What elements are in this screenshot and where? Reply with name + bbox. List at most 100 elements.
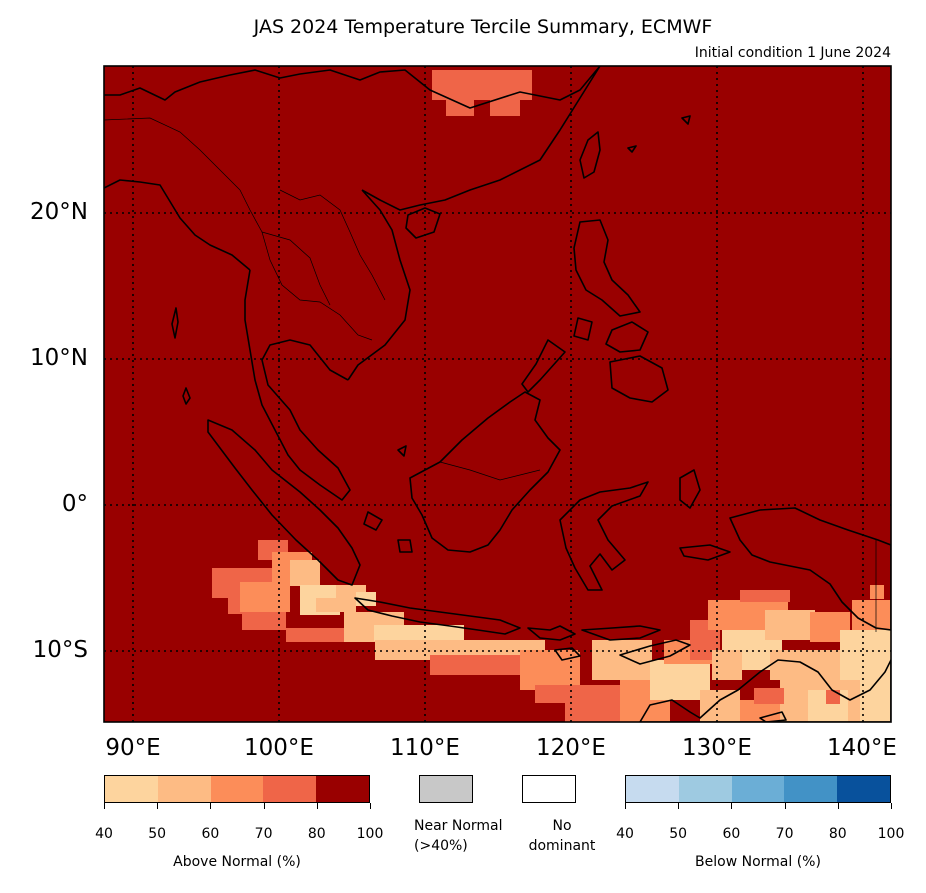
probability-tile <box>826 690 840 704</box>
above-normal-colorbar <box>104 775 370 803</box>
below-normal-tick-label: 50 <box>669 826 688 842</box>
lon-label-130e: 130°E <box>682 735 752 761</box>
above-normal-segment <box>157 776 211 802</box>
lon-label-90e: 90°E <box>105 735 161 761</box>
no-dominant-label: No dominant <box>514 816 610 856</box>
below-normal-tick-label: 100 <box>877 826 905 842</box>
probability-tile <box>700 690 740 722</box>
near-normal-label-line1: Near Normal <box>414 818 503 834</box>
coast-halmahera <box>679 469 701 509</box>
probability-tile <box>374 625 464 641</box>
coast-java <box>354 597 521 635</box>
coast-belitung <box>397 539 413 553</box>
below-normal-tick-mark <box>625 803 626 809</box>
coast-timor <box>619 639 691 665</box>
coast-lesser-sunda <box>527 625 576 641</box>
coast-mindanao <box>609 355 669 403</box>
above-normal-tick-mark <box>370 803 371 809</box>
coast-bangka <box>363 511 383 531</box>
probability-tile <box>242 612 286 630</box>
coast-taiwan <box>579 131 601 179</box>
coast-luzon <box>573 219 641 317</box>
probability-tile <box>740 700 780 722</box>
above-normal-tick-mark <box>157 803 159 809</box>
above-normal-tick-label: 60 <box>201 826 220 842</box>
coast-flores <box>581 625 661 641</box>
probability-tile <box>740 590 790 602</box>
no-dominant-label-line2: dominant <box>528 838 596 854</box>
probability-tile <box>240 582 290 612</box>
lon-label-100e: 100°E <box>244 735 314 761</box>
below-normal-segment <box>784 776 838 802</box>
above-normal-tick-mark <box>263 803 265 809</box>
map-title: JAS 2024 Temperature Tercile Summary, EC… <box>253 16 713 38</box>
below-normal-tick-mark <box>731 803 733 809</box>
probability-tile <box>754 688 784 704</box>
lat-label-20n: 20°N <box>30 199 88 225</box>
coast-new-guinea <box>729 507 891 631</box>
below-normal-segment <box>626 776 679 802</box>
below-normal-colorbar <box>625 775 891 803</box>
below-normal-tick-mark <box>891 803 892 809</box>
coast-natuna <box>397 445 407 457</box>
above-normal-segment <box>210 776 264 802</box>
below-normal-segment <box>731 776 785 802</box>
above-normal-tick-label: 50 <box>148 826 167 842</box>
near-normal-label: Near Normal (>40%) <box>414 816 530 856</box>
lat-label-equator: 0° <box>61 491 88 517</box>
map-frame <box>103 65 892 723</box>
coast-seram <box>679 544 731 561</box>
near-normal-swatch <box>419 775 473 803</box>
coast-mindoro <box>573 317 593 341</box>
below-normal-tick-label: 40 <box>616 826 634 842</box>
coast-andaman <box>171 307 179 339</box>
coast-sulawesi <box>559 481 649 591</box>
above-normal-segment <box>316 776 369 802</box>
above-normal-tick-mark <box>104 803 105 809</box>
above-normal-tick-label: 80 <box>307 826 326 842</box>
coast-mainland <box>104 66 601 501</box>
probability-tile <box>446 98 474 116</box>
below-normal-tick-label: 70 <box>775 826 794 842</box>
below-normal-tick-label: 60 <box>722 826 741 842</box>
near-normal-label-line2: (>40%) <box>414 838 468 854</box>
probability-tile <box>290 560 320 586</box>
country-borders <box>104 117 877 632</box>
coast-borneo <box>409 391 561 553</box>
above-normal-tick-mark <box>210 803 212 809</box>
probability-tile <box>316 598 356 612</box>
graticule <box>104 66 891 722</box>
above-normal-label: Above Normal (%) <box>173 854 301 870</box>
coast-hainan <box>405 207 441 239</box>
below-normal-tick-mark <box>784 803 786 809</box>
below-normal-tick-label: 80 <box>828 826 847 842</box>
probability-tile <box>286 628 346 642</box>
lon-label-120e: 120°E <box>536 735 606 761</box>
below-normal-tick-mark <box>837 803 839 809</box>
above-normal-tick-mark <box>316 803 318 809</box>
initial-condition-subtitle: Initial condition 1 June 2024 <box>694 45 891 61</box>
coast-palawan <box>521 339 566 393</box>
probability-tile <box>592 640 652 680</box>
above-normal-segment <box>105 776 158 802</box>
above-normal-tick-label: 70 <box>254 826 273 842</box>
probability-tile <box>765 610 815 640</box>
coastlines <box>104 66 891 722</box>
no-dominant-swatch <box>522 775 576 803</box>
below-normal-tick-mark <box>678 803 680 809</box>
probability-tile <box>870 585 884 599</box>
no-dominant-label-line1: No <box>552 818 572 834</box>
probability-tile <box>490 98 520 116</box>
probability-tile <box>520 650 580 690</box>
coast-sumba <box>554 647 581 661</box>
lon-label-140e: 140°E <box>827 735 897 761</box>
below-normal-label: Below Normal (%) <box>695 854 821 870</box>
coast-ryukyu <box>627 115 691 153</box>
above-normal-tick-label: 40 <box>95 826 113 842</box>
lat-label-10s: 10°S <box>32 637 88 663</box>
coast-sumatra <box>207 419 361 586</box>
coast-melville <box>759 711 787 722</box>
lon-label-110e: 110°E <box>390 735 460 761</box>
probability-tile <box>565 700 625 722</box>
